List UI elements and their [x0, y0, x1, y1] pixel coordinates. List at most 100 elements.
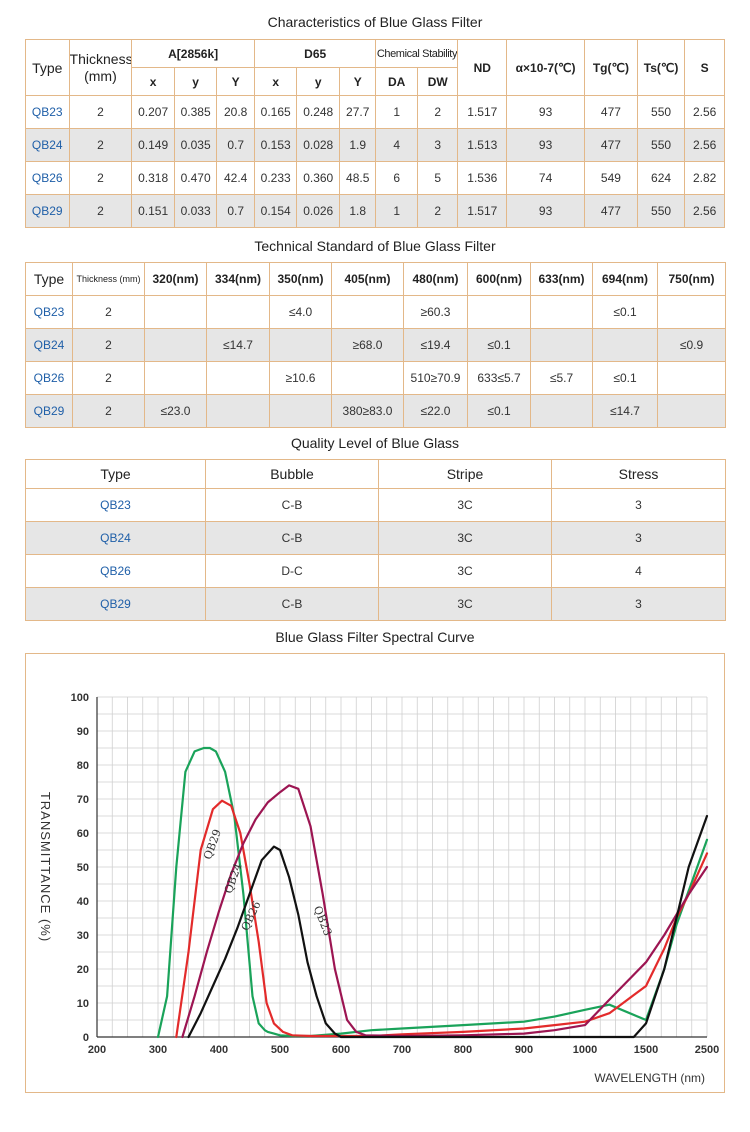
- table-cell: 93: [506, 95, 586, 129]
- table-cell: 2: [68, 161, 133, 195]
- spectral-curve-chart: 0 10 20 30 40 50 60 70 80 90 100 200 300 400 500 600 700…: [25, 653, 725, 1093]
- col-a-Y: Y: [216, 67, 255, 96]
- x-tick-label: 200: [88, 1044, 106, 1056]
- table-cell: [657, 394, 726, 428]
- t3-col-bubble: Bubble: [205, 459, 379, 489]
- series-line-qb29: [156, 746, 709, 1039]
- y-tick-label: 70: [77, 794, 89, 806]
- col-a2856k: A[2856k]: [131, 39, 255, 68]
- table-cell: ≤19.4: [403, 328, 468, 362]
- t3-col-stress: Stress: [551, 459, 726, 489]
- table-cell: 4: [551, 554, 726, 588]
- table-cell: 93: [506, 194, 586, 228]
- table-cell: C-B: [205, 587, 379, 621]
- t2-col-750: 750(nm): [657, 262, 726, 296]
- table-cell: [530, 394, 593, 428]
- table2-title: Technical Standard of Blue Glass Filter: [254, 238, 496, 254]
- table-cell: 0.149: [131, 128, 175, 162]
- table-cell: [530, 295, 593, 329]
- type-cell: QB26: [25, 361, 73, 395]
- table-cell: 74: [506, 161, 586, 195]
- table-cell: ≤0.1: [592, 295, 658, 329]
- table-cell: ≥68.0: [331, 328, 404, 362]
- col-d65: D65: [253, 39, 377, 68]
- col-d65-Y: Y: [338, 67, 377, 96]
- table-cell: 0.470: [173, 161, 218, 195]
- y-tick-label: 80: [77, 760, 89, 772]
- table-cell: 2.56: [684, 194, 725, 228]
- table-cell: [269, 394, 332, 428]
- t2-col-600: 600(nm): [467, 262, 531, 296]
- table-cell: 3: [551, 488, 726, 522]
- y-tick-label: 60: [77, 828, 89, 840]
- table-cell: ≤0.1: [592, 361, 658, 395]
- table-cell: 2.56: [684, 95, 725, 129]
- y-tick-label: 50: [77, 862, 89, 874]
- table-cell: 2.56: [684, 128, 725, 162]
- x-tick-label: 500: [271, 1044, 289, 1056]
- col-chemical-stability: Chemical Stability: [375, 39, 459, 68]
- table-cell: 1.8: [338, 194, 377, 228]
- type-cell: QB24: [25, 128, 70, 162]
- table-cell: [206, 394, 270, 428]
- table-cell: 48.5: [338, 161, 377, 195]
- table-cell: [269, 328, 332, 362]
- table-cell: 3: [551, 521, 726, 555]
- table-cell: 624: [636, 161, 686, 195]
- col-d65-x: x: [253, 67, 298, 96]
- table-cell: ≥10.6: [269, 361, 332, 395]
- technical-standard-table: Type Thickness (mm) 320(nm) 334(nm) 350(…: [25, 262, 726, 428]
- table-cell: 1: [375, 194, 418, 228]
- x-tick-label: 700: [393, 1044, 411, 1056]
- col-tg: Tg(℃): [584, 39, 638, 96]
- table-cell: 550: [636, 128, 686, 162]
- col-alpha: α×10-7(℃): [506, 39, 586, 96]
- t2-col-350: 350(nm): [269, 262, 332, 296]
- table-cell: 2: [72, 361, 145, 395]
- table-cell: 0.318: [131, 161, 175, 195]
- x-tick-label: 300: [149, 1044, 167, 1056]
- y-axis-label: TRANSMITTANCE (%): [38, 792, 53, 942]
- table-cell: 550: [636, 194, 686, 228]
- table-row: QB26 2 0.318 0.470 42.4 0.233 0.360 48.5 6 5 1.536…: [25, 161, 725, 195]
- table-cell: [592, 328, 658, 362]
- series-line-qb23: [187, 814, 709, 1039]
- x-axis-label: WAVELENGTH (nm): [594, 1071, 705, 1085]
- table-cell: [144, 361, 207, 395]
- t2-col-334: 334(nm): [206, 262, 270, 296]
- table-row: QB24 2 0.149 0.035 0.7 0.153 0.028 1.9 4 3 1.513 93…: [25, 128, 725, 162]
- table-cell: 0.153: [253, 128, 298, 162]
- table-cell: 27.7: [338, 95, 377, 129]
- table-cell: 3C: [378, 521, 552, 555]
- table-cell: 0.7: [216, 128, 255, 162]
- table-cell: [144, 328, 207, 362]
- table-cell: 0.028: [296, 128, 340, 162]
- type-cell: QB23: [25, 95, 70, 129]
- y-tick-label: 100: [71, 692, 89, 704]
- table-cell: 2: [68, 95, 133, 129]
- table-cell: ≥60.3: [403, 295, 468, 329]
- table-cell: 0.165: [253, 95, 298, 129]
- table-cell: [331, 361, 404, 395]
- type-cell: QB23: [25, 488, 206, 522]
- table-cell: 0.026: [296, 194, 340, 228]
- table-cell: [467, 295, 531, 329]
- table-cell: ≤0.1: [467, 328, 531, 362]
- table-cell: 4: [375, 128, 418, 162]
- series-label-qb29: QB29: [201, 828, 224, 862]
- table-cell: ≤22.0: [403, 394, 468, 428]
- table-cell: 1.517: [457, 95, 508, 129]
- x-tick-label: 800: [454, 1044, 472, 1056]
- table-row: QB24 2 ≤14.7 ≥68.0 ≤19.4 ≤0.1 ≤0.9: [25, 328, 726, 362]
- series-label-qb23: QB23: [311, 904, 335, 938]
- t2-col-type: Type: [25, 262, 73, 296]
- col-d65-y: y: [296, 67, 340, 96]
- table-cell: 3C: [378, 587, 552, 621]
- table-cell: 1.9: [338, 128, 377, 162]
- table3-title: Quality Level of Blue Glass: [290, 435, 460, 451]
- col-s: S: [684, 39, 725, 96]
- table-cell: 477: [584, 128, 638, 162]
- table-cell: 0.385: [173, 95, 218, 129]
- col-a-x: x: [131, 67, 175, 96]
- table-cell: 6: [375, 161, 418, 195]
